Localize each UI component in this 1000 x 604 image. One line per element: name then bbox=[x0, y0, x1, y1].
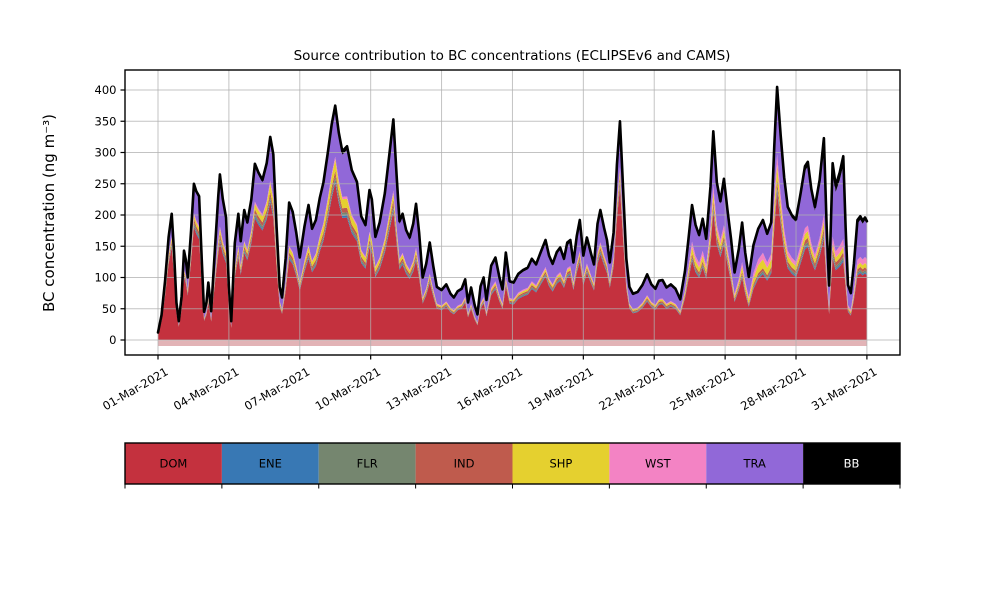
y-tick-label: 200 bbox=[95, 208, 117, 222]
x-tick-label: 10-Mar-2021 bbox=[313, 364, 383, 413]
x-tick-label: 19-Mar-2021 bbox=[525, 364, 595, 413]
legend-label-shp: SHP bbox=[549, 457, 572, 471]
x-tick-label: 28-Mar-2021 bbox=[738, 364, 808, 413]
y-tick-label: 250 bbox=[95, 177, 117, 191]
x-tick-label: 16-Mar-2021 bbox=[455, 364, 525, 413]
y-tick-label: 50 bbox=[102, 302, 117, 316]
legend-swatch-wst bbox=[609, 443, 707, 484]
y-tick-label: 150 bbox=[95, 239, 117, 253]
legend-label-tra: TRA bbox=[742, 457, 766, 471]
y-axis-ticks: 0 50 100 150 200 250 300 350 400 bbox=[95, 83, 125, 347]
legend-swatch-bb bbox=[803, 443, 900, 484]
x-tick-label: 01-Mar-2021 bbox=[100, 364, 170, 413]
legend-label-ind: IND bbox=[454, 457, 475, 471]
x-axis-ticks: 01-Mar-2021 04-Mar-2021 07-Mar-2021 10-Mar-… bbox=[100, 355, 879, 413]
legend-swatch-ind bbox=[415, 443, 513, 484]
x-tick-label: 25-Mar-2021 bbox=[667, 364, 737, 413]
y-tick-label: 300 bbox=[95, 146, 117, 160]
y-axis-label: BC concentration (ng m⁻³) bbox=[40, 114, 58, 312]
x-tick-label: 13-Mar-2021 bbox=[384, 364, 454, 413]
y-tick-label: 100 bbox=[95, 271, 117, 285]
x-tick-label: 31-Mar-2021 bbox=[809, 364, 879, 413]
y-tick-label: 400 bbox=[95, 83, 117, 97]
legend: DOM ENE FLR IND SHP WST TRA BB bbox=[124, 442, 901, 489]
total-line bbox=[156, 85, 869, 334]
legend-label-bb: BB bbox=[844, 457, 860, 471]
legend-label-flr: FLR bbox=[357, 457, 378, 471]
chart-title: Source contribution to BC concentrations… bbox=[294, 48, 731, 64]
x-tick-label: 07-Mar-2021 bbox=[242, 364, 312, 413]
legend-swatch-ene bbox=[221, 443, 319, 484]
legend-label-wst: WST bbox=[645, 457, 672, 471]
y-tick-label: 350 bbox=[95, 114, 117, 128]
legend-swatch-flr bbox=[318, 443, 416, 484]
x-tick-label: 22-Mar-2021 bbox=[596, 364, 666, 413]
y-tick-label: 0 bbox=[109, 333, 116, 347]
total-bc-line bbox=[156, 85, 869, 334]
legend-swatch-tra bbox=[706, 443, 804, 484]
area-dom bbox=[158, 182, 867, 340]
legend-label-dom: DOM bbox=[160, 457, 188, 471]
legend-swatch-shp bbox=[512, 443, 610, 484]
legend-label-ene: ENE bbox=[259, 457, 282, 471]
x-tick-label: 04-Mar-2021 bbox=[171, 364, 241, 413]
legend-swatch-dom bbox=[125, 443, 222, 484]
area-tra bbox=[158, 91, 867, 334]
